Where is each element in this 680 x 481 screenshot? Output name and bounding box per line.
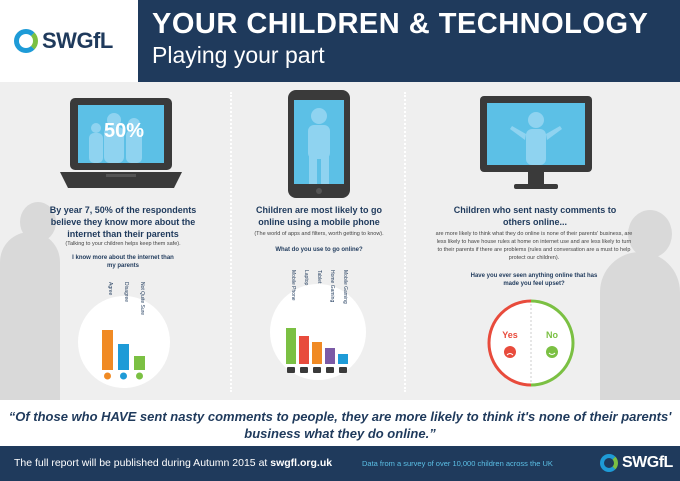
sad-face-icon [504,346,516,358]
no-label: No [546,330,558,340]
panel1-bar [134,356,145,370]
footer-swgfl-logo[interactable]: SWGfL [600,454,673,472]
yes-label: Yes [502,330,518,340]
panel2-device-icon [300,367,308,373]
sad-mouth [506,353,514,356]
panel1-bar-icon [104,372,111,380]
panel2-bar [286,328,296,364]
panel1-question: I know more about the internet than my p… [72,255,174,269]
footer: The full report will be published during… [0,446,680,481]
logo-ring-icon [14,29,38,53]
divider-1 [230,92,232,392]
panel3-headline: Children who sent nasty comments to othe… [453,205,617,227]
panel2-bar-label: Mobile Phone [290,270,296,301]
panel2-device-icon [339,367,347,373]
panel2-bar [299,336,309,364]
panel1-bar-label: Not Quite Sure [139,282,145,315]
panel1-headline: By year 7, 50% of the respondents believ… [49,205,197,239]
panel1-bar-icon [136,372,143,380]
logo-area: SWGfL [0,0,138,82]
footer-logo-text: SWGfL [622,454,673,471]
infographic-body: 50% By year 7, 50% of the respondents be… [0,82,680,400]
panel2-bar-label: Laptop [303,270,309,286]
left-person-silhouette [0,232,60,400]
panel1-bar [118,344,129,370]
panel2-bar-label: Home Gaming [329,270,335,302]
right-person-head [628,210,672,258]
pull-quote: “Of those who HAVE sent nasty comments t… [8,409,672,441]
logo-text: SWGfL [42,28,113,53]
happy-face-icon [546,346,558,358]
panel2-bar [325,348,335,364]
panel1-bar-label: Agree [107,282,113,296]
panel3-note: are more likely to think what they do on… [435,231,633,261]
yes-no-circle [489,301,573,385]
panel2-bar-chart: Mobile Phone Laptop Tablet Home Gaming Mobil… [286,270,348,373]
panel2-bar [338,354,348,364]
page-subtitle: Playing your part [152,42,325,68]
panel1-bar-label: Disagree [123,282,129,302]
footer-link[interactable]: swgfl.org.uk [270,457,333,469]
panel2-headline: Children are most likely to go online us… [255,205,383,227]
laptop-icon [60,98,182,188]
panel3-yes-no-chart: Yes No [487,299,575,387]
panel2-device-icon [313,367,321,373]
panel3-question: Have you ever seen anything online that … [470,273,598,287]
panel2-device-icon [287,367,295,373]
happy-mouth [548,352,556,355]
panel1-bar [102,330,113,370]
panel2-question: What do you use to go online? [275,247,363,253]
footer-survey-note: Data from a survey of over 10,000 childr… [362,459,553,468]
right-person-silhouette [600,252,680,400]
page-title: YOUR CHILDREN & TECHNOLOGY [152,8,649,40]
panel2-bar [312,342,322,364]
panel1-bar-chart: Agree Disagree Not Quite Sure [102,282,145,380]
panel1-bar-icon [120,372,127,380]
panel1-note: (Talking to your children helps keep the… [65,241,181,247]
footer-report-note: The full report will be published during… [14,457,332,469]
swgfl-logo[interactable]: SWGfL [14,28,113,54]
panel2-bar-label: Tablet [316,270,322,284]
divider-2 [404,92,406,392]
panel2-note: (The world of apps and filters, worth ge… [254,231,384,237]
footer-text: The full report will be published during… [14,457,271,469]
panel2-device-icon [326,367,334,373]
quote-band: “Of those who HAVE sent nasty comments t… [0,400,680,446]
footer-logo-ring-icon [600,454,618,472]
mobile-phone-icon [288,90,350,198]
no-arc [530,299,575,387]
monitor-icon [480,96,592,189]
panel2-bar-label: Mobile Gaming [342,270,348,304]
screen-percent: 50% [104,120,145,142]
left-person-head [20,202,56,242]
header: SWGfL YOUR CHILDREN & TECHNOLOGY Playing… [0,0,680,82]
yes-arc [487,299,532,387]
